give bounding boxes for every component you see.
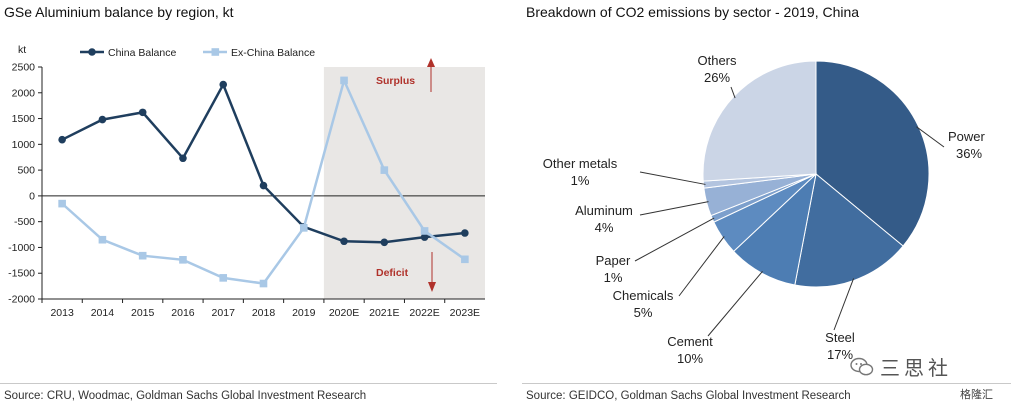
slice-value-steel: 17% (827, 347, 853, 362)
slice-label-aluminum: Aluminum (575, 203, 633, 218)
y-tick-label: -1500 (8, 268, 35, 280)
pie-chart-title: Breakdown of CO2 emissions by sector - 2… (526, 4, 860, 20)
left-source-rule (0, 383, 497, 384)
china-balance-point (219, 80, 228, 89)
china-balance-point (58, 135, 66, 144)
x-tick-label: 2013 (50, 307, 74, 319)
china-balance-point (179, 154, 187, 163)
slice-label-paper: Paper (596, 253, 631, 268)
right-source-note: Source: GEIDCO, Goldman Sachs Global Inv… (526, 390, 851, 402)
legend-ex-china-label: Ex-China Balance (231, 47, 315, 59)
aluminium-balance-chart: kt 2500 2000 1500 1000 500 0 -500 -1000 -1500 -200… (8, 44, 485, 319)
leader-line-aluminum (639, 201, 709, 216)
legend-china-label: China Balance (108, 47, 176, 59)
leader-line-cement (707, 270, 763, 337)
x-tick-label: 2015 (131, 307, 155, 319)
y-tick-label: 1000 (12, 139, 36, 151)
y-tick-label: 2500 (12, 62, 36, 74)
y-tick-label: 0 (29, 190, 35, 202)
y-tick-label: 2000 (12, 87, 36, 99)
leader-line-power (916, 126, 945, 148)
x-tick-label: 2016 (171, 307, 195, 319)
ex-china-balance-point (380, 166, 389, 174)
y-tick-label: -500 (14, 216, 35, 228)
leader-line-others (730, 86, 736, 99)
watermark-text: 三思社 (880, 358, 952, 380)
leader-line-paper (634, 217, 715, 262)
co2-emissions-pie-chart: Power 36% Steel 17% Cement 10% Chemicals 5% Pape… (543, 53, 986, 366)
pie-slice-others (702, 60, 817, 182)
x-tick-label: 2022E (409, 307, 439, 319)
china-balance-point (420, 233, 429, 241)
leader-line-steel (833, 278, 855, 331)
china-balance-point (138, 108, 147, 117)
china-balance-point (259, 181, 268, 190)
y-tick-label: 500 (17, 165, 35, 177)
china-balance-point (340, 237, 348, 246)
ex-china-balance-point (461, 255, 469, 264)
ex-china-balance-point (219, 274, 228, 282)
wechat-icon (850, 357, 874, 375)
slice-label-power: Power (948, 129, 986, 144)
y-tick-label: -2000 (8, 294, 35, 306)
x-tick-label: 2021E (369, 307, 399, 319)
slice-value-chemicals: 5% (634, 305, 653, 320)
slice-value-cement: 10% (677, 351, 703, 366)
ex-china-balance-point (340, 76, 348, 85)
ex-china-balance-point (299, 224, 308, 232)
left-source-note: Source: CRU, Woodmac, Goldman Sachs Glob… (4, 390, 367, 402)
x-tick-label: 2023E (450, 307, 480, 319)
x-tick-label: 2017 (212, 307, 236, 319)
y-axis-label: kt (18, 44, 26, 56)
slice-value-power: 36% (956, 146, 982, 161)
surplus-arrow-head (427, 58, 435, 67)
ex-china-balance-point (259, 279, 268, 288)
leader-line-other-metals (639, 171, 706, 185)
deficit-arrow-head (428, 282, 436, 292)
slice-label-others: Others (697, 53, 737, 68)
china-balance-point (461, 229, 469, 237)
x-tick-label: 2018 (252, 307, 276, 319)
slice-value-others: 26% (704, 70, 730, 85)
x-tick-label: 2014 (91, 307, 115, 319)
y-tick-label: -1000 (8, 242, 35, 254)
x-tick-label: 2019 (292, 307, 316, 319)
x-tick-label: 2020E (329, 307, 359, 319)
forecast-shaded-region (323, 67, 485, 299)
pie-slice-steel (794, 173, 904, 288)
leader-line-chemicals (678, 236, 725, 297)
china-balance-point (380, 238, 389, 247)
surplus-annotation: Surplus (376, 75, 415, 87)
slice-label-other-metals: Other metals (543, 156, 618, 171)
slice-value-paper: 1% (604, 270, 623, 285)
watermark-subtext: 格隆汇 (960, 389, 993, 401)
china-balance-point (98, 115, 107, 124)
line-chart-title: GSe Aluminium balance by region, kt (4, 4, 234, 20)
ex-china-balance-point (98, 235, 107, 244)
ex-china-balance-point (420, 227, 429, 235)
slice-label-chemicals: Chemicals (613, 288, 674, 303)
legend-china-marker (88, 48, 96, 56)
ex-china-balance-point (179, 256, 187, 264)
slice-label-steel: Steel (825, 330, 855, 345)
slice-value-other-metals: 1% (571, 173, 590, 188)
deficit-annotation: Deficit (376, 267, 409, 279)
slice-label-cement: Cement (667, 334, 713, 349)
ex-china-balance-point (58, 199, 66, 208)
pie-slice-power (815, 60, 930, 247)
watermark: 三思社 (850, 352, 952, 381)
ex-china-balance-point (138, 251, 147, 260)
slice-value-aluminum: 4% (595, 220, 614, 235)
y-tick-label: 1500 (12, 113, 36, 125)
legend-ex-china-marker (211, 48, 220, 56)
right-source-rule (522, 383, 1011, 384)
